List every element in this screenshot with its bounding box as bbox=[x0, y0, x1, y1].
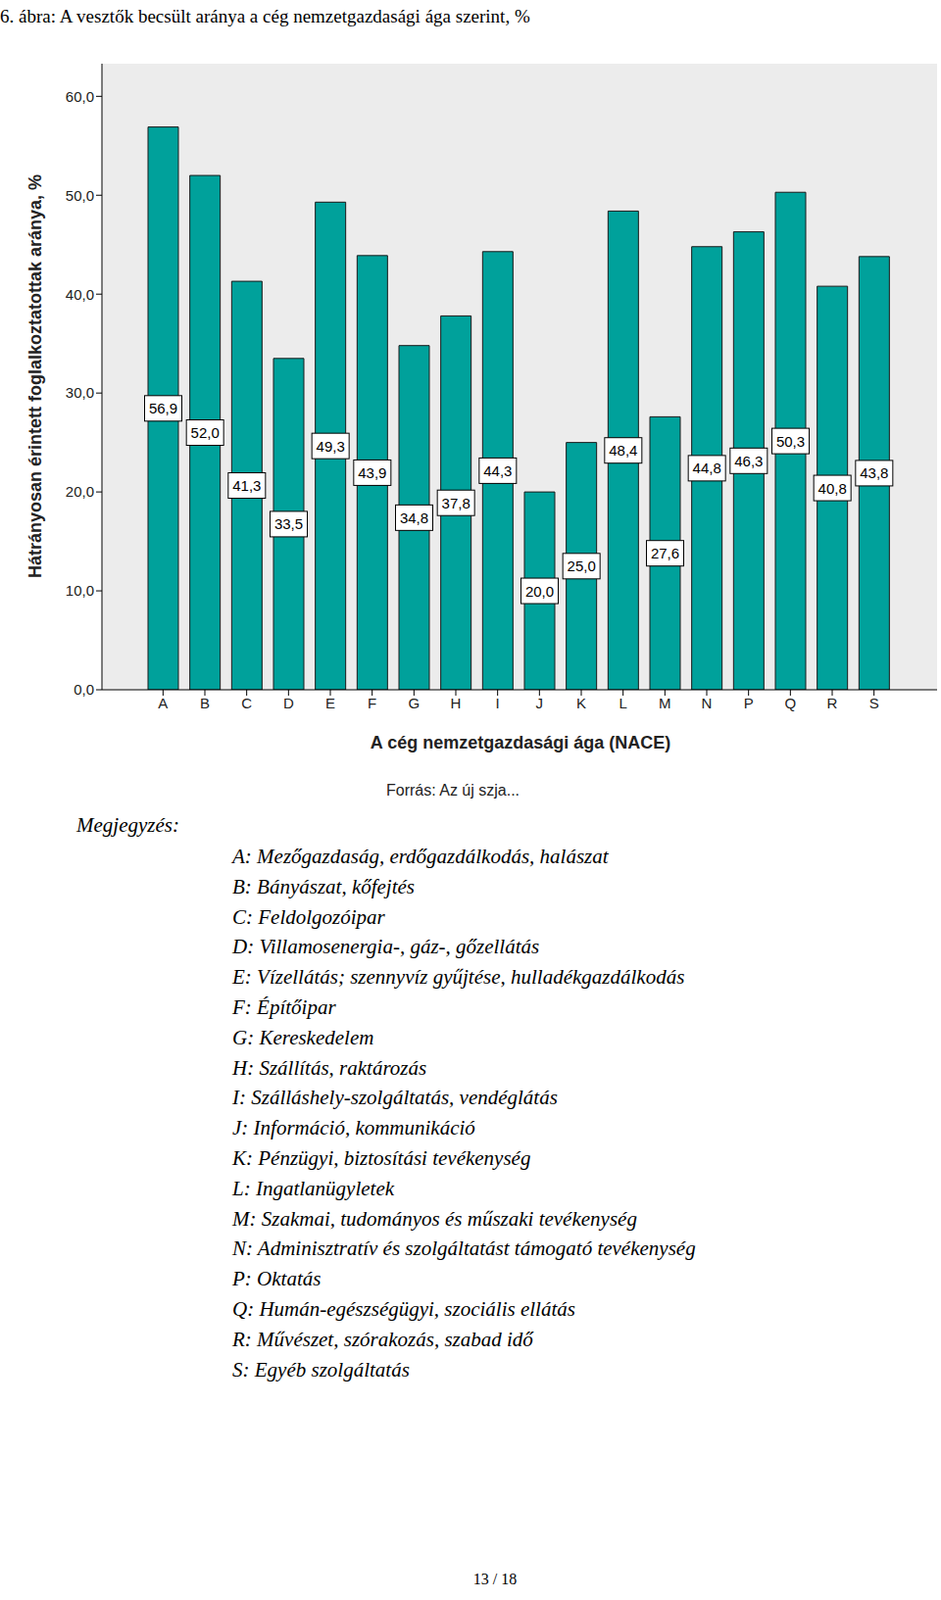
svg-text:A: A bbox=[157, 694, 168, 712]
svg-text:R: R bbox=[827, 694, 839, 712]
svg-text:46,3: 46,3 bbox=[734, 452, 763, 470]
svg-text:43,9: 43,9 bbox=[357, 464, 387, 482]
svg-text:40,8: 40,8 bbox=[818, 480, 847, 497]
svg-text:37,8: 37,8 bbox=[442, 495, 471, 512]
html-text:Hátrányosan érintett foglalkoz: Hátrányosan érintett foglalkoztatottak a… bbox=[24, 174, 45, 579]
svg-text:49,3: 49,3 bbox=[316, 438, 346, 455]
svg-text:50,3: 50,3 bbox=[776, 433, 805, 450]
svg-text:25,0: 25,0 bbox=[567, 557, 596, 575]
svg-text:G: G bbox=[407, 694, 420, 712]
svg-text:K: K bbox=[576, 694, 587, 712]
html-text:M: Szakmai, tudományos és műsz: M: Szakmai, tudományos és műszaki tevéke… bbox=[232, 1207, 638, 1231]
html-text:Megjegyzés:: Megjegyzés: bbox=[76, 813, 180, 838]
svg-text:20,0: 20,0 bbox=[525, 583, 554, 600]
svg-text:P: P bbox=[743, 694, 754, 712]
svg-text:B: B bbox=[199, 694, 210, 712]
svg-text:N: N bbox=[701, 694, 713, 712]
svg-text:44,3: 44,3 bbox=[483, 462, 512, 480]
svg-text:E: E bbox=[325, 694, 336, 712]
svg-text:60,0: 60,0 bbox=[65, 88, 95, 105]
html-text:Forrás: Az új szja...: Forrás: Az új szja... bbox=[386, 782, 520, 799]
svg-text:M: M bbox=[658, 694, 672, 712]
html-text:C: Feldolgozóipar: C: Feldolgozóipar bbox=[232, 905, 386, 929]
html-text:F: Építőipar: F: Építőipar bbox=[232, 995, 336, 1020]
svg-text:56,9: 56,9 bbox=[148, 399, 178, 417]
svg-text:34,8: 34,8 bbox=[399, 509, 429, 527]
html-text:R: Művészet, szórakozás, szaba: R: Művészet, szórakozás, szabad idő bbox=[232, 1327, 534, 1352]
html-text:K: Pénzügyi, biztosítási tevék: K: Pénzügyi, biztosítási tevékenység bbox=[232, 1146, 531, 1171]
svg-text:20,0: 20,0 bbox=[65, 483, 95, 500]
svg-text:Q: Q bbox=[784, 694, 796, 712]
svg-text:52,0: 52,0 bbox=[191, 424, 220, 442]
svg-text:40,0: 40,0 bbox=[65, 286, 95, 303]
html-text:B: Bányászat, kőfejtés: B: Bányászat, kőfejtés bbox=[232, 875, 415, 899]
svg-text:43,8: 43,8 bbox=[859, 464, 889, 482]
svg-text:J: J bbox=[536, 694, 545, 712]
svg-text:I: I bbox=[495, 694, 500, 712]
svg-text:F: F bbox=[367, 694, 377, 712]
html-text:P: Oktatás: P: Oktatás bbox=[232, 1267, 321, 1292]
svg-text:D: D bbox=[283, 694, 295, 712]
svg-text:C: C bbox=[241, 694, 252, 712]
html-text:L: Ingatlanügyletek: L: Ingatlanügyletek bbox=[232, 1177, 395, 1201]
html-text:E: Vízellátás; szennyvíz gyűjt: E: Vízellátás; szennyvíz gyűjtése, hulla… bbox=[232, 965, 685, 990]
svg-text:0,0: 0,0 bbox=[73, 681, 95, 698]
html-text:6. ábra: A vesztők becsült ará: 6. ábra: A vesztők becsült aránya a cég … bbox=[0, 5, 530, 27]
html-text:13 / 18: 13 / 18 bbox=[473, 1571, 517, 1588]
html-text:A cég nemzetgazdasági ága (NAC: A cég nemzetgazdasági ága (NACE) bbox=[370, 733, 671, 753]
svg-text:H: H bbox=[450, 694, 462, 712]
svg-text:27,6: 27,6 bbox=[650, 544, 680, 562]
html-text:I: Szálláshely-szolgáltatás, v: I: Szálláshely-szolgáltatás, vendéglátás bbox=[232, 1086, 558, 1110]
html-text:H: Szállítás, raktározás: H: Szállítás, raktározás bbox=[232, 1056, 427, 1080]
svg-text:L: L bbox=[618, 694, 627, 712]
html-text:J: Információ, kommunikáció: J: Információ, kommunikáció bbox=[232, 1116, 476, 1141]
html-text:N: Adminisztratív és szolgálta: N: Adminisztratív és szolgáltatást támog… bbox=[232, 1237, 696, 1261]
svg-text:S: S bbox=[869, 694, 880, 712]
svg-text:10,0: 10,0 bbox=[65, 582, 95, 599]
html-text:Q: Humán-egészségügyi, szociál: Q: Humán-egészségügyi, szociális ellátás bbox=[232, 1297, 576, 1322]
svg-text:41,3: 41,3 bbox=[232, 477, 261, 495]
svg-text:30,0: 30,0 bbox=[65, 384, 95, 401]
html-text:D: Villamosenergia-, gáz-, gőz: D: Villamosenergia-, gáz-, gőzellátás bbox=[232, 935, 540, 960]
svg-text:44,8: 44,8 bbox=[693, 459, 722, 477]
html-text:A: Mezőgazdaság, erdőgazdálkod: A: Mezőgazdaság, erdőgazdálkodás, halász… bbox=[232, 844, 609, 869]
svg-text:50,0: 50,0 bbox=[65, 187, 95, 204]
svg-text:33,5: 33,5 bbox=[274, 515, 303, 533]
html-text:S: Egyéb szolgáltatás: S: Egyéb szolgáltatás bbox=[232, 1358, 410, 1382]
svg-text:48,4: 48,4 bbox=[608, 442, 638, 459]
html-text:G: Kereskedelem: G: Kereskedelem bbox=[232, 1026, 374, 1050]
